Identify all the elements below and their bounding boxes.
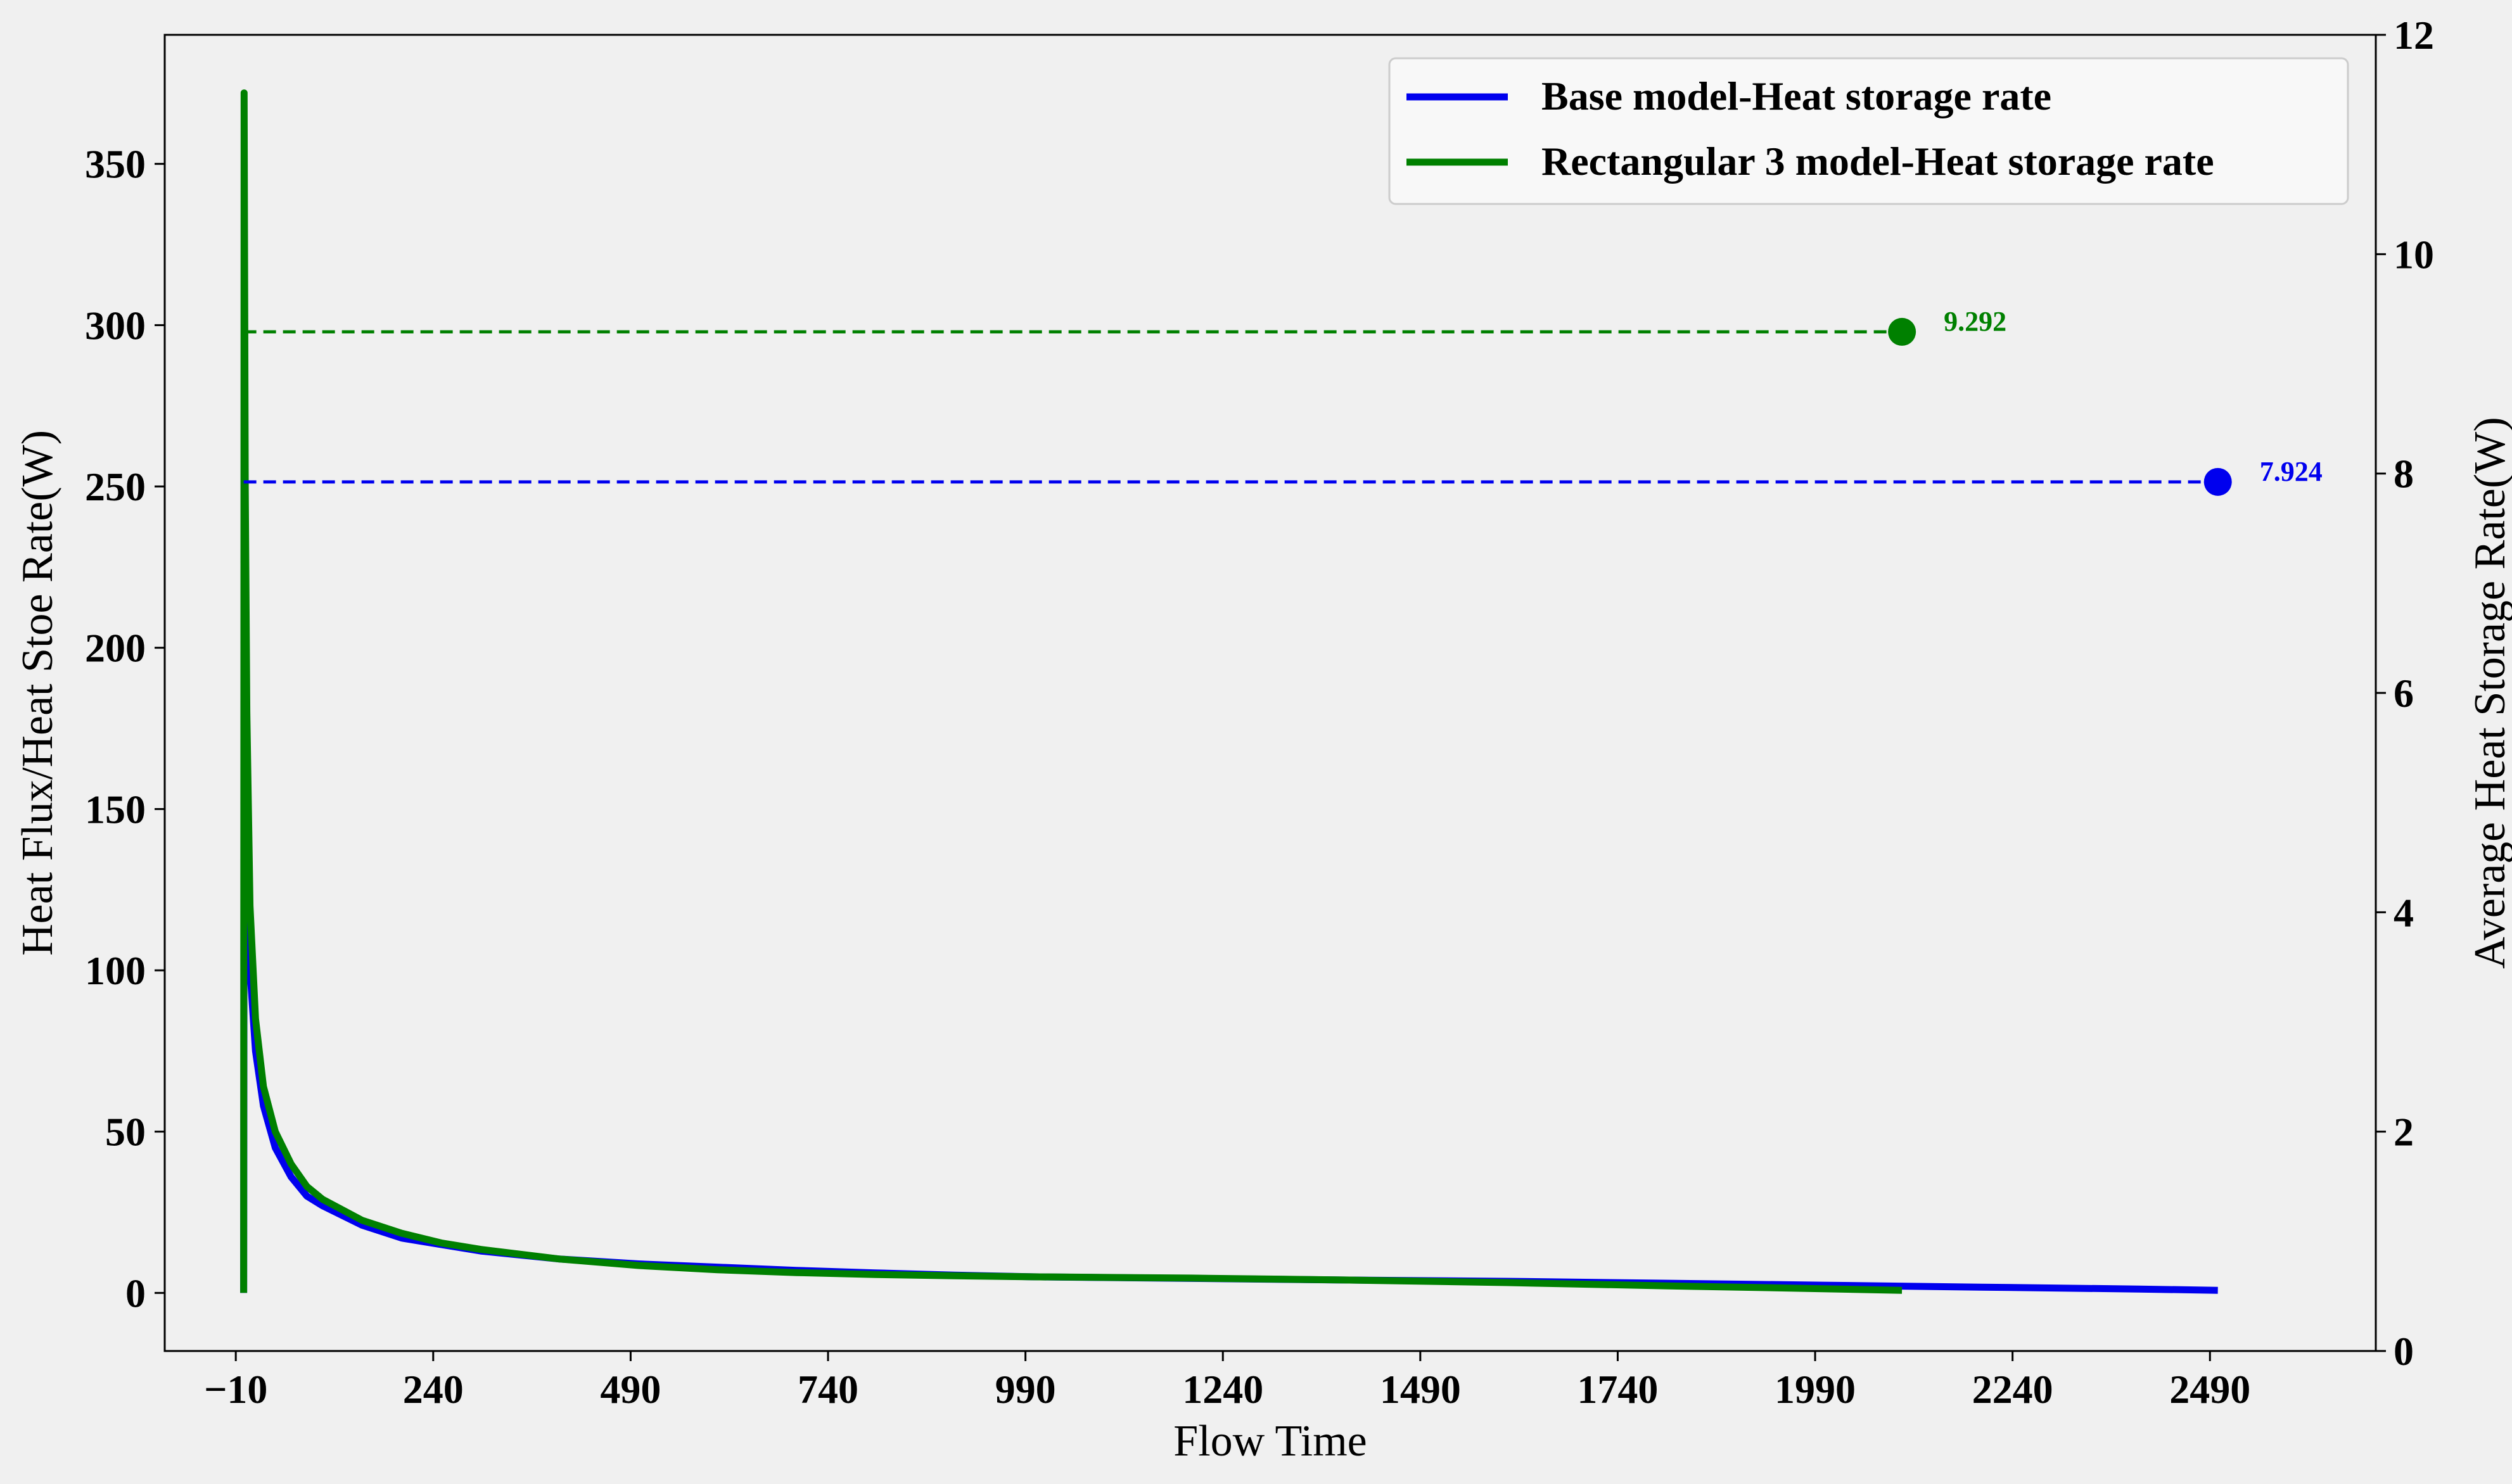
- legend: Base model-Heat storage rate Rectangular…: [1388, 57, 2349, 205]
- x-tick-label: 1990: [1775, 1367, 1856, 1412]
- x-axis: −10 240 490 740 990 1240 1490 1740 1990 2240 2490: [204, 1351, 2250, 1412]
- y-axis-right: 0 2 4 6 8 10 12: [2376, 13, 2434, 1374]
- y-tick-label-right: 2: [2394, 1110, 2414, 1155]
- y-axis-left: 0 50 100 150 200 250 300 350: [85, 142, 165, 1316]
- x-tick-label: 740: [798, 1367, 858, 1412]
- x-tick-label: −10: [204, 1367, 267, 1412]
- average-marker-rectangular-3-model-heat-storage-rate: [1888, 317, 1916, 346]
- average-label-rectangular-3-model-heat-storage-rate: 9.292: [1944, 306, 2006, 337]
- y-tick-label-left: 150: [85, 787, 146, 832]
- series-layer: [240, 89, 2218, 1294]
- y-axis-label-right: Average Heat Storage Rate(W): [2466, 417, 2512, 968]
- x-tick-label: 990: [995, 1367, 1056, 1412]
- y-tick-label-left: 50: [105, 1110, 146, 1155]
- y-tick-label-right: 6: [2394, 671, 2414, 716]
- y-tick-label-right: 10: [2394, 232, 2434, 277]
- y-tick-label-right: 0: [2394, 1329, 2414, 1374]
- plot-area: [163, 34, 2377, 1352]
- legend-label-base-model: Base model-Heat storage rate: [1541, 73, 2051, 118]
- y-tick-label-left: 350: [85, 142, 146, 187]
- y-tick-label-right: 8: [2394, 452, 2414, 497]
- y-tick-label-left: 0: [125, 1271, 146, 1316]
- x-tick-label: 1240: [1182, 1367, 1263, 1412]
- series-line-rectangular-3-model-heat-storage-rate: [240, 89, 1903, 1294]
- y-tick-label-left: 250: [85, 464, 146, 509]
- y-tick-label-right: 12: [2394, 13, 2434, 58]
- x-tick-label: 1490: [1380, 1367, 1461, 1412]
- y-tick-label-left: 100: [85, 948, 146, 993]
- y-tick-label-left: 200: [85, 626, 146, 671]
- y-tick-label-right: 4: [2394, 890, 2414, 935]
- x-tick-label: 1740: [1577, 1367, 1658, 1412]
- x-tick-label: 240: [403, 1367, 464, 1412]
- x-tick-label: 2240: [1972, 1367, 2053, 1412]
- average-layer: 7.924 9.292: [243, 306, 2323, 496]
- legend-box: [1388, 57, 2349, 205]
- y-axis-label-left: Heat Flux/Heat Stoe Rate(W): [13, 430, 62, 956]
- x-axis-label: Flow Time: [1173, 1417, 1367, 1466]
- average-label-base-model-heat-storage-rate: 7.924: [2260, 456, 2323, 487]
- average-marker-base-model-heat-storage-rate: [2203, 467, 2232, 496]
- y-tick-label-left: 300: [85, 303, 146, 348]
- x-tick-label: 2490: [2169, 1367, 2250, 1412]
- x-tick-label: 490: [600, 1367, 661, 1412]
- legend-label-rectangular-3-model: Rectangular 3 model-Heat storage rate: [1541, 139, 2214, 184]
